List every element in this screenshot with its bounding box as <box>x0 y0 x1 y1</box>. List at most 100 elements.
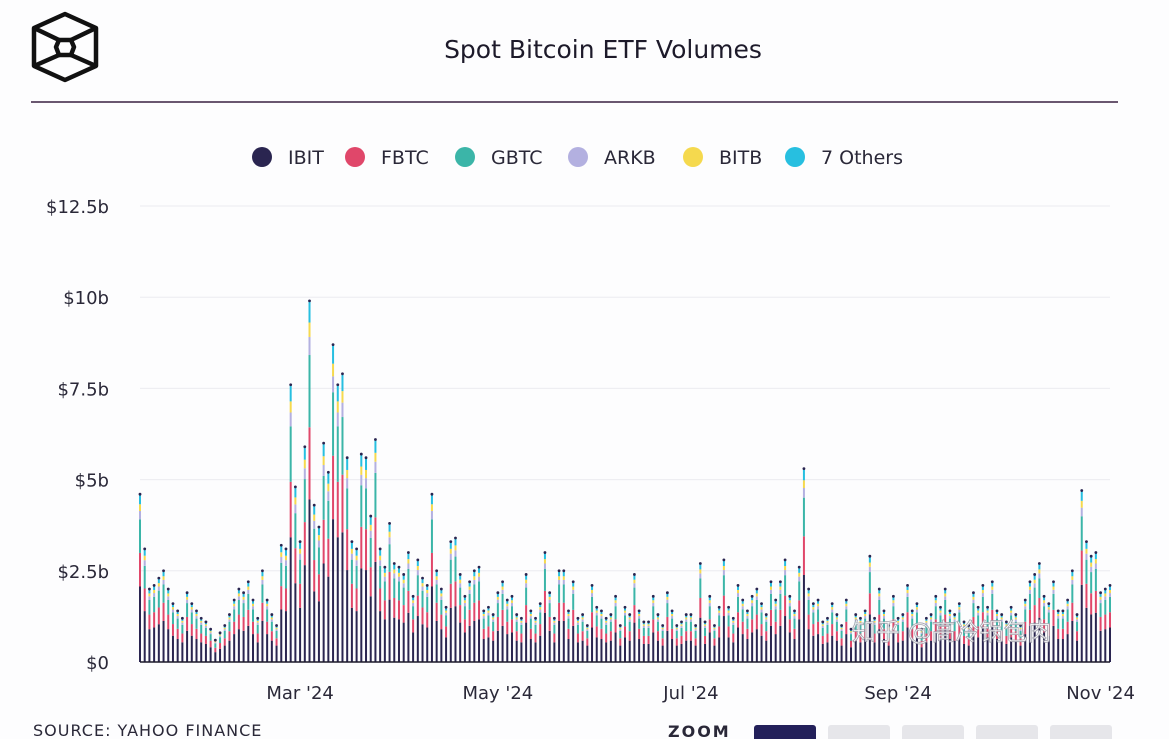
bar-stack[interactable] <box>293 485 297 662</box>
bar-stack[interactable] <box>463 594 467 662</box>
bar-stack[interactable] <box>797 565 801 662</box>
legend-label[interactable]: IBIT <box>288 147 324 169</box>
bar-stack[interactable] <box>920 627 924 662</box>
bar-stack[interactable] <box>590 583 594 662</box>
bar-stack[interactable] <box>331 343 335 662</box>
bar-stack[interactable] <box>1033 573 1037 662</box>
bar-stack[interactable] <box>807 587 811 662</box>
bar-stack[interactable] <box>1108 583 1112 662</box>
bar-stack[interactable] <box>675 624 679 662</box>
bar-stack[interactable] <box>171 602 175 662</box>
bar-stack[interactable] <box>359 452 363 662</box>
bar-stack[interactable] <box>1103 587 1107 662</box>
bar-stack[interactable] <box>228 613 231 662</box>
bar-stack[interactable] <box>1089 554 1093 662</box>
bar-stack[interactable] <box>383 565 387 662</box>
bar-stack[interactable] <box>317 525 321 662</box>
bar-stack[interactable] <box>1014 613 1018 662</box>
bar-stack[interactable] <box>303 445 307 662</box>
bar-stack[interactable] <box>661 624 665 662</box>
bar-stack[interactable] <box>345 456 349 662</box>
bar-stack[interactable] <box>576 616 580 662</box>
bar-stack[interactable] <box>190 602 194 662</box>
bar-stack[interactable] <box>505 598 509 662</box>
bar-stack[interactable] <box>849 627 853 662</box>
bar-stack[interactable] <box>355 547 359 662</box>
bar-stack[interactable] <box>628 613 632 662</box>
bar-stack[interactable] <box>764 613 768 662</box>
bar-stack[interactable] <box>421 576 424 662</box>
bar-stack[interactable] <box>830 602 834 662</box>
bar-stack[interactable] <box>788 594 792 662</box>
bar-stack[interactable] <box>336 383 340 662</box>
bar-stack[interactable] <box>298 540 302 662</box>
bar-stack[interactable] <box>185 591 189 662</box>
bar-stack[interactable] <box>529 609 533 662</box>
bar-stack[interactable] <box>915 602 919 662</box>
bar-stack[interactable] <box>152 583 156 662</box>
bar-stack[interactable] <box>614 594 617 662</box>
bar-stack[interactable] <box>388 521 391 662</box>
bar-stack[interactable] <box>209 627 213 662</box>
bar-stack[interactable] <box>882 609 886 662</box>
legend-label[interactable]: ARKB <box>604 147 656 169</box>
bar-stack[interactable] <box>552 616 556 662</box>
bar-stack[interactable] <box>1052 580 1055 662</box>
bar-stack[interactable] <box>1066 598 1070 662</box>
bar-stack[interactable] <box>157 576 161 662</box>
bar-stack[interactable] <box>972 591 975 662</box>
bar-stack[interactable] <box>491 613 495 662</box>
bar-stack[interactable] <box>482 609 486 662</box>
bar-stack[interactable] <box>246 580 250 662</box>
bar-stack[interactable] <box>910 609 914 662</box>
bar-stack[interactable] <box>760 602 763 662</box>
bar-stack[interactable] <box>237 587 241 662</box>
bar-stack[interactable] <box>411 594 415 662</box>
bar-stack[interactable] <box>148 587 151 662</box>
bar-stack[interactable] <box>180 616 184 662</box>
bar-stack[interactable] <box>717 605 721 662</box>
bar-stack[interactable] <box>684 613 688 662</box>
bar-stack[interactable] <box>656 613 660 662</box>
bar-stack[interactable] <box>510 594 514 662</box>
bar-stack[interactable] <box>1005 620 1008 662</box>
bar-stack[interactable] <box>548 591 552 662</box>
bar-stack[interactable] <box>826 616 829 662</box>
legend-label[interactable]: GBTC <box>491 147 543 169</box>
legend-label[interactable]: BITB <box>719 147 762 169</box>
bar-stack[interactable] <box>1047 602 1051 662</box>
bar-stack[interactable] <box>341 372 344 662</box>
bar-stack[interactable] <box>868 554 872 662</box>
bar-stack[interactable] <box>1019 624 1022 662</box>
bar-stack[interactable] <box>397 565 401 662</box>
bar-stack[interactable] <box>279 543 283 662</box>
bar-stack[interactable] <box>369 514 373 662</box>
bar-stack[interactable] <box>957 602 961 662</box>
bar-stack[interactable] <box>755 587 759 662</box>
bar-stack[interactable] <box>769 580 773 662</box>
bar-stack[interactable] <box>906 583 909 662</box>
bar-stack[interactable] <box>887 624 891 662</box>
bar-stack[interactable] <box>256 616 260 662</box>
bar-stack[interactable] <box>449 540 453 662</box>
zoom-button-4[interactable] <box>976 725 1038 739</box>
bar-stack[interactable] <box>623 605 627 662</box>
bar-stack[interactable] <box>703 620 707 662</box>
bar-stack[interactable] <box>939 605 942 662</box>
bar-stack[interactable] <box>670 609 674 662</box>
bar-stack[interactable] <box>557 569 561 662</box>
bar-stack[interactable] <box>1070 569 1074 662</box>
bar-stack[interactable] <box>967 624 971 662</box>
bar-stack[interactable] <box>736 583 740 662</box>
bar-stack[interactable] <box>1080 489 1084 662</box>
bar-stack[interactable] <box>689 613 693 662</box>
bar-stack[interactable] <box>562 569 566 662</box>
bar-stack[interactable] <box>750 594 754 662</box>
bar-stack[interactable] <box>402 573 406 662</box>
bar-stack[interactable] <box>793 609 796 662</box>
bar-stack[interactable] <box>741 598 745 662</box>
bar-stack[interactable] <box>595 605 599 662</box>
bar-stack[interactable] <box>406 551 410 662</box>
bar-stack[interactable] <box>270 613 274 662</box>
bar-stack[interactable] <box>1009 605 1013 662</box>
